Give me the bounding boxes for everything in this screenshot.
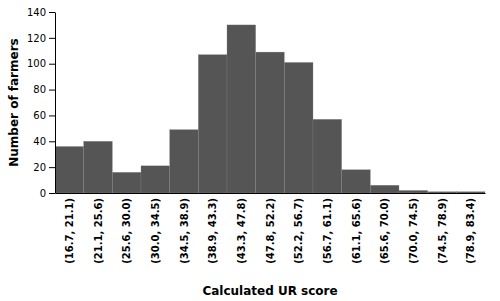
tick-label: (16.7, 21.1) bbox=[64, 198, 75, 264]
bar bbox=[284, 62, 313, 193]
bar bbox=[456, 192, 485, 193]
bar bbox=[313, 119, 342, 193]
tick: (56.7, 61.1) bbox=[322, 198, 333, 264]
tick-label: 60 bbox=[33, 110, 46, 121]
bar bbox=[256, 52, 285, 193]
tick-label: (74.5, 78.9) bbox=[437, 198, 448, 264]
bar bbox=[55, 146, 84, 193]
tick: (30.0, 34.5) bbox=[150, 198, 161, 264]
x-axis: (16.7, 21.1) (21.1, 25.6) (25.6, 30.0) (30.… bbox=[56, 194, 486, 264]
bars bbox=[55, 25, 485, 193]
plot: (16.7, 21.1) (21.1, 25.6) (25.6, 30.0) (30.… bbox=[27, 7, 486, 264]
tick: (34.5, 38.9) bbox=[179, 198, 190, 264]
tick: (47.8, 52.2) bbox=[265, 198, 276, 264]
tick: 80 bbox=[33, 84, 55, 95]
tick-mark bbox=[49, 115, 55, 116]
axis-line bbox=[56, 193, 486, 194]
tick: 100 bbox=[27, 58, 55, 69]
tick: 20 bbox=[33, 162, 55, 173]
x-axis-title: Calculated UR score bbox=[202, 284, 337, 298]
tick: (25.6, 30.0) bbox=[121, 198, 132, 264]
tick-label: (78.9, 83.4) bbox=[465, 198, 476, 264]
y-axis: 0 20 40 60 80 100 120 140 bbox=[27, 7, 56, 199]
tick: (70.0, 74.5) bbox=[408, 198, 419, 264]
bar bbox=[399, 190, 428, 193]
tick-label: (47.8, 52.2) bbox=[265, 198, 276, 264]
tick-label: (25.6, 30.0) bbox=[121, 198, 132, 264]
tick-label: 100 bbox=[27, 58, 46, 69]
tick: 120 bbox=[27, 33, 55, 44]
tick-mark bbox=[49, 90, 55, 91]
tick-label: 140 bbox=[27, 7, 46, 18]
tick-label: (38.9, 43.3) bbox=[207, 198, 218, 264]
bar bbox=[227, 25, 256, 193]
tick-label: 40 bbox=[33, 136, 46, 147]
tick-mark bbox=[49, 64, 55, 65]
bar bbox=[170, 130, 199, 193]
tick: (21.1, 25.6) bbox=[93, 198, 104, 264]
tick-label: (30.0, 34.5) bbox=[150, 198, 161, 264]
tick-label: (52.2, 56.7) bbox=[293, 198, 304, 264]
tick-label: (70.0, 74.5) bbox=[408, 198, 419, 264]
tick-mark bbox=[49, 167, 55, 168]
tick: 0 bbox=[40, 188, 55, 199]
tick: 40 bbox=[33, 136, 55, 147]
tick: (52.2, 56.7) bbox=[293, 198, 304, 264]
tick-label: (56.7, 61.1) bbox=[322, 198, 333, 264]
tick-mark bbox=[49, 141, 55, 142]
chart: (16.7, 21.1) (21.1, 25.6) (25.6, 30.0) (30.… bbox=[0, 0, 500, 301]
tick: 60 bbox=[33, 110, 55, 121]
tick: (43.3, 47.8) bbox=[236, 198, 247, 264]
tick-mark bbox=[49, 38, 55, 39]
tick: (74.5, 78.9) bbox=[437, 198, 448, 264]
tick-label: (43.3, 47.8) bbox=[236, 198, 247, 264]
bar bbox=[141, 166, 170, 193]
tick-label: 80 bbox=[33, 84, 46, 95]
tick: (38.9, 43.3) bbox=[207, 198, 218, 264]
y-axis-title: Number of farmers bbox=[7, 38, 21, 167]
tick-label: (61.1, 65.6) bbox=[351, 198, 362, 264]
tick-label: 120 bbox=[27, 33, 46, 44]
bar bbox=[112, 172, 141, 193]
bar bbox=[428, 192, 457, 193]
bar bbox=[370, 185, 399, 193]
tick-mark bbox=[49, 193, 55, 194]
bar bbox=[342, 170, 371, 193]
tick-label: (34.5, 38.9) bbox=[179, 198, 190, 264]
bar bbox=[84, 141, 113, 193]
tick-label: 0 bbox=[40, 188, 46, 199]
tick: (78.9, 83.4) bbox=[465, 198, 476, 264]
tick-label: (65.6, 70.0) bbox=[379, 198, 390, 264]
tick: (16.7, 21.1) bbox=[64, 198, 75, 264]
tick-label: (21.1, 25.6) bbox=[93, 198, 104, 264]
tick-mark bbox=[49, 12, 55, 13]
tick-label: 20 bbox=[33, 162, 46, 173]
bar bbox=[198, 55, 227, 193]
tick: 140 bbox=[27, 7, 55, 18]
tick: (61.1, 65.6) bbox=[351, 198, 362, 264]
axis-line bbox=[55, 13, 56, 194]
tick: (65.6, 70.0) bbox=[379, 198, 390, 264]
